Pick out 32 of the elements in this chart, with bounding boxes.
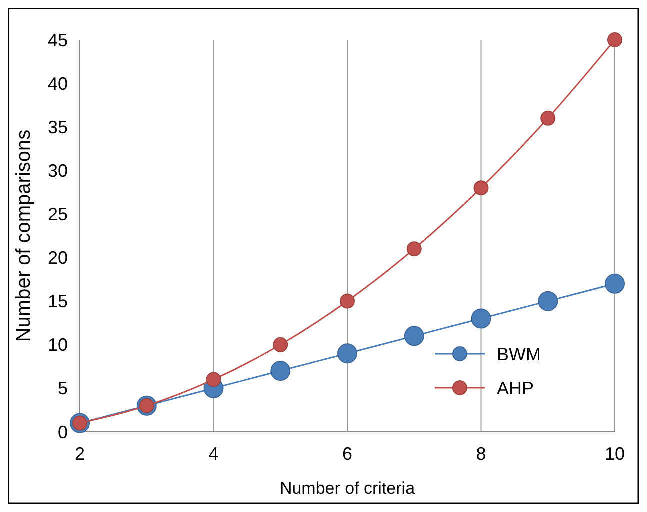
point bbox=[273, 337, 288, 352]
y-axis-title: Number of comparisons bbox=[13, 130, 35, 342]
y-tick-label: 5 bbox=[58, 378, 68, 399]
y-tick-label: 0 bbox=[58, 422, 68, 442]
x-tick-label: 8 bbox=[476, 444, 486, 464]
point bbox=[538, 291, 558, 312]
point bbox=[340, 294, 355, 309]
x-tick-label: 6 bbox=[342, 444, 353, 464]
y-tick-label: 10 bbox=[48, 335, 68, 356]
y-tick-label: 25 bbox=[48, 204, 68, 225]
x-tick-label: 2 bbox=[74, 444, 86, 464]
x-tick-label: 4 bbox=[208, 444, 219, 464]
point bbox=[608, 32, 622, 48]
y-tick-label: 20 bbox=[48, 248, 68, 268]
y-tick-label: 30 bbox=[48, 160, 68, 181]
point bbox=[338, 344, 358, 364]
y-tick-label: 35 bbox=[48, 117, 68, 138]
y-tick-label: 40 bbox=[48, 74, 68, 94]
point bbox=[406, 242, 422, 257]
legend-label: AHP bbox=[497, 378, 534, 398]
point bbox=[404, 326, 424, 346]
point bbox=[540, 110, 556, 126]
point bbox=[471, 308, 492, 329]
point bbox=[474, 180, 489, 196]
y-tick-label: 15 bbox=[48, 292, 68, 312]
point bbox=[206, 372, 222, 388]
legend-label: BWM bbox=[497, 344, 541, 364]
point bbox=[270, 361, 291, 382]
point bbox=[605, 274, 625, 294]
y-tick-label: 45 bbox=[48, 30, 68, 50]
x-axis-title: Number of criteria bbox=[280, 479, 416, 498]
x-tick-label: 10 bbox=[604, 444, 626, 464]
